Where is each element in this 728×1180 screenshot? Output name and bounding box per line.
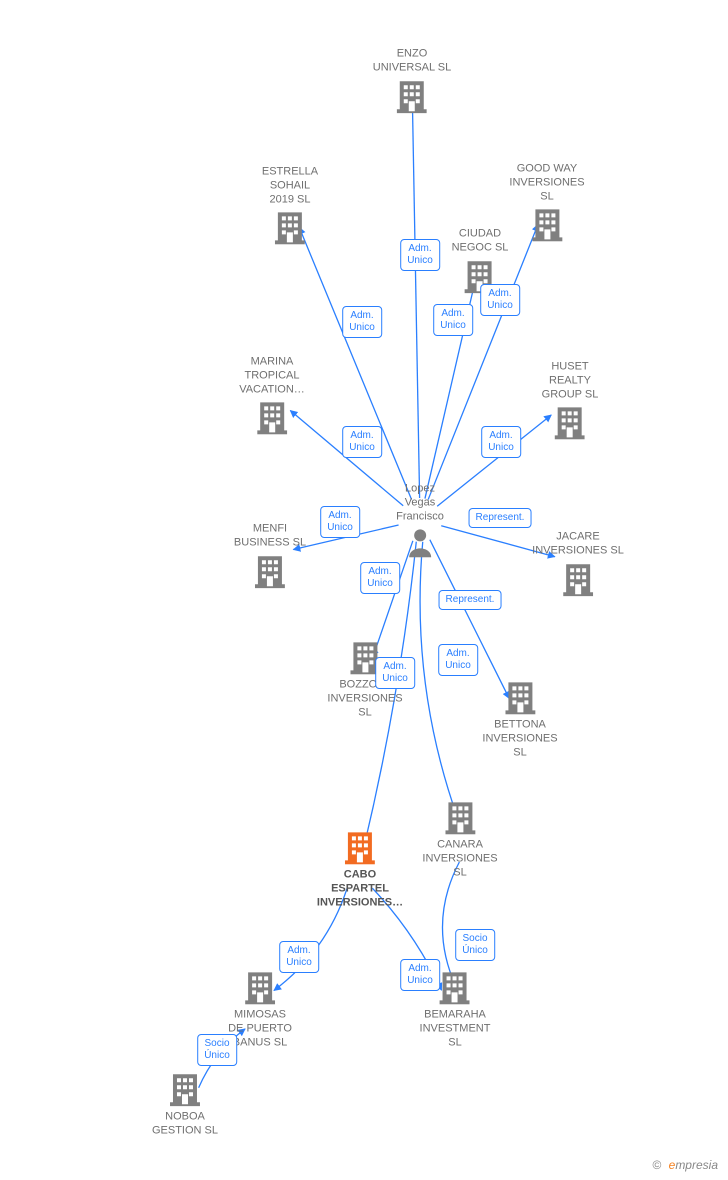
node-estrella[interactable]: ESTRELLA SOHAIL 2019 SL [262, 165, 318, 244]
node-huset[interactable]: HUSET REALTY GROUP SL [542, 360, 599, 439]
edge-person-enzo [412, 104, 419, 498]
node-menfi[interactable]: MENFI BUSINESS SL [234, 522, 306, 588]
node-label: MARINA TROPICAL VACATION… [239, 355, 305, 396]
edge-label: Represent. [439, 590, 502, 610]
node-enzo[interactable]: ENZO UNIVERSAL SL [373, 47, 451, 113]
node-label: MENFI BUSINESS SL [234, 522, 306, 550]
edge-label: Adm. Unico [400, 959, 440, 991]
edge-label: Adm. Unico [320, 506, 360, 538]
edge-label: Socio Único [197, 1034, 237, 1066]
edge-label: Adm. Unico [342, 306, 382, 338]
node-label: MIMOSAS DE PUERTO BANUS SL [228, 1008, 292, 1049]
edge-label: Adm. Unico [279, 941, 319, 973]
building-icon [542, 406, 599, 440]
edge-label: Adm. Unico [360, 562, 400, 594]
node-label: ESTRELLA SOHAIL 2019 SL [262, 165, 318, 206]
building-icon [422, 800, 497, 834]
node-label: JACARE INVERSIONES SL [532, 530, 624, 558]
node-goodway[interactable]: GOOD WAY INVERSIONES SL [509, 162, 584, 241]
building-icon [373, 79, 451, 113]
footer-credit: © empresia [652, 1158, 718, 1172]
edge-label: Adm. Unico [375, 657, 415, 689]
node-label: BEMARAHA INVESTMENT SL [420, 1008, 491, 1049]
node-label: ENZO UNIVERSAL SL [373, 47, 451, 75]
node-jacare[interactable]: JACARE INVERSIONES SL [532, 530, 624, 596]
node-mimosas[interactable]: MIMOSAS DE PUERTO BANUS SL [228, 970, 292, 1049]
edge-label: Adm. Unico [433, 304, 473, 336]
copyright-symbol: © [652, 1158, 661, 1172]
edge-label: Socio Único [455, 929, 495, 961]
brand-rest: mpresia [675, 1158, 718, 1172]
edge-canara-bemaraha [442, 862, 459, 986]
edge-label: Adm. Unico [480, 284, 520, 316]
building-icon [317, 830, 403, 864]
edge-person-estrella [299, 227, 411, 499]
building-icon [482, 680, 557, 714]
node-cabo[interactable]: CABO ESPARTEL INVERSIONES… [317, 830, 403, 909]
building-icon [262, 211, 318, 245]
node-ciudad[interactable]: CIUDAD NEGOC SL [452, 227, 509, 293]
node-person[interactable]: Lopez Vegas Francisco [396, 482, 444, 557]
node-canara[interactable]: CANARA INVERSIONES SL [422, 800, 497, 879]
node-noboa[interactable]: NOBOA GESTION SL [152, 1072, 218, 1138]
building-icon [509, 208, 584, 242]
node-marina[interactable]: MARINA TROPICAL VACATION… [239, 355, 305, 434]
node-label: CABO ESPARTEL INVERSIONES… [317, 868, 403, 909]
edge-label: Adm. Unico [438, 644, 478, 676]
node-label: CIUDAD NEGOC SL [452, 227, 509, 255]
building-icon [152, 1072, 218, 1106]
building-icon [239, 401, 305, 435]
edge-label: Represent. [469, 508, 532, 528]
edge-label: Adm. Unico [342, 426, 382, 458]
edge-label: Adm. Unico [481, 426, 521, 458]
building-icon [228, 970, 292, 1004]
person-icon [396, 528, 444, 558]
node-label: Lopez Vegas Francisco [396, 482, 444, 523]
edge-label: Adm. Unico [400, 239, 440, 271]
node-label: HUSET REALTY GROUP SL [542, 360, 599, 401]
node-label: BETTONA INVERSIONES SL [482, 718, 557, 759]
building-icon [532, 562, 624, 596]
edge-person-marina [290, 410, 403, 505]
node-label: NOBOA GESTION SL [152, 1110, 218, 1138]
node-label: CANARA INVERSIONES SL [422, 838, 497, 879]
building-icon [234, 554, 306, 588]
node-label: GOOD WAY INVERSIONES SL [509, 162, 584, 203]
node-bettona[interactable]: BETTONA INVERSIONES SL [482, 680, 557, 759]
